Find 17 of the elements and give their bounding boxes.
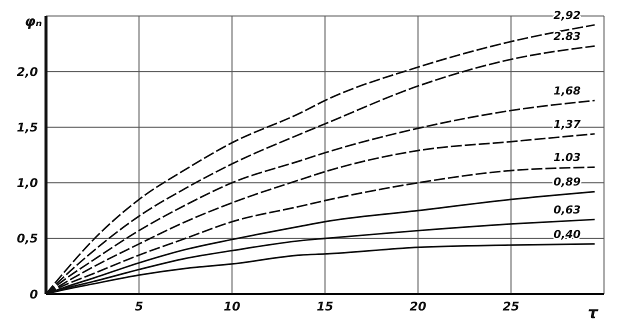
series-label: 2.83 [554, 30, 582, 44]
y-tick-label: 1,5 [16, 120, 38, 134]
series-label: 0,40 [554, 228, 582, 241]
x-tick-label: 5 [134, 300, 144, 314]
series-label: 1,68 [554, 84, 582, 98]
y-axis-title: φₙ [24, 14, 42, 30]
x-tick-label: 25 [502, 300, 520, 314]
y-tick-label: 0 [30, 287, 38, 302]
x-axis-title: τ [588, 303, 599, 322]
y-tick-label: 1,0 [16, 176, 38, 190]
x-tick-label: 20 [410, 300, 426, 314]
series-label: 1.03 [554, 151, 582, 164]
series-label: 0,63 [554, 203, 582, 216]
y-tick-label: 2,0 [16, 64, 38, 79]
x-tick-label: 10 [224, 300, 240, 314]
x-tick-label: 15 [316, 300, 334, 314]
y-tick-label: 0,5 [16, 232, 38, 246]
